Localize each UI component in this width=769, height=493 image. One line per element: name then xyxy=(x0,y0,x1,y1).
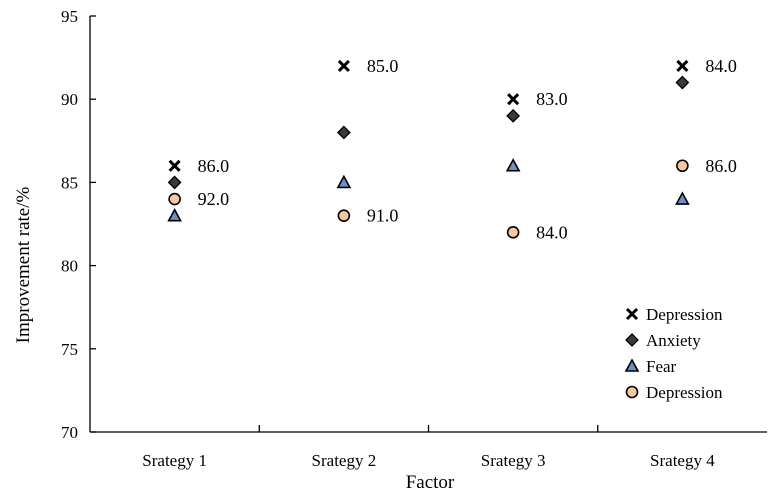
data-label: 91.0 xyxy=(367,206,399,226)
legend-marker-triangle xyxy=(624,358,640,372)
legend-marker-circle xyxy=(625,385,639,399)
data-labels: 86.0 92.0 85.0 91.0 83.0 84.0 84.0 86.0 xyxy=(198,56,737,242)
x-tick-label: Srategy 3 xyxy=(481,451,546,470)
y-tick-label: 70 xyxy=(61,423,78,442)
data-point-x-cross xyxy=(168,159,181,172)
y-tick-label: 85 xyxy=(61,173,78,192)
data-point-diamond xyxy=(506,108,521,123)
legend-label: Depression xyxy=(646,383,723,402)
y-tick-label: 75 xyxy=(61,340,78,359)
data-point-diamond xyxy=(336,125,351,140)
data-label: 84.0 xyxy=(536,222,568,242)
data-point-circle xyxy=(676,159,689,173)
legend-marker-x-cross xyxy=(625,307,639,321)
x-tick-label: Srategy 4 xyxy=(650,451,715,470)
x-axis-title: Factor xyxy=(406,472,455,493)
x-axis-ticks: Srategy 1 Srategy 2 Srategy 3 Srategy 4 xyxy=(142,425,715,470)
legend: Depression Anxiety Fear Depression xyxy=(624,305,723,402)
data-point-triangle xyxy=(675,191,690,205)
data-label: 83.0 xyxy=(536,89,568,109)
data-point-triangle xyxy=(505,158,521,172)
data-point-x-cross xyxy=(507,93,520,106)
x-tick-label: Srategy 2 xyxy=(312,451,377,470)
data-points xyxy=(167,59,690,239)
legend-label: Anxiety xyxy=(646,331,701,350)
y-tick-label: 80 xyxy=(61,257,78,276)
data-point-x-cross xyxy=(676,59,689,72)
data-label: 84.0 xyxy=(705,56,737,76)
legend-marker-diamond xyxy=(625,333,639,347)
legend-label: Fear xyxy=(646,357,677,376)
data-point-triangle xyxy=(336,174,352,189)
y-tick-label: 95 xyxy=(61,7,78,26)
data-point-triangle xyxy=(167,208,182,222)
y-tick-label: 90 xyxy=(61,90,78,109)
data-point-diamond xyxy=(675,75,690,90)
data-point-x-cross xyxy=(337,59,350,72)
data-point-circle xyxy=(506,226,520,239)
legend-label: Depression xyxy=(646,305,723,324)
x-tick-label: Srategy 1 xyxy=(142,451,207,470)
data-label: 86.0 xyxy=(705,156,737,176)
data-label: 85.0 xyxy=(367,56,399,76)
data-point-circle xyxy=(168,192,181,206)
y-axis-ticks: 70 75 80 85 90 95 xyxy=(61,7,96,442)
data-point-diamond xyxy=(167,175,182,190)
data-point-circle xyxy=(337,209,351,222)
y-axis-title: Improvement rate/% xyxy=(13,186,34,343)
data-label: 92.0 xyxy=(198,189,230,209)
data-label: 86.0 xyxy=(198,156,230,176)
